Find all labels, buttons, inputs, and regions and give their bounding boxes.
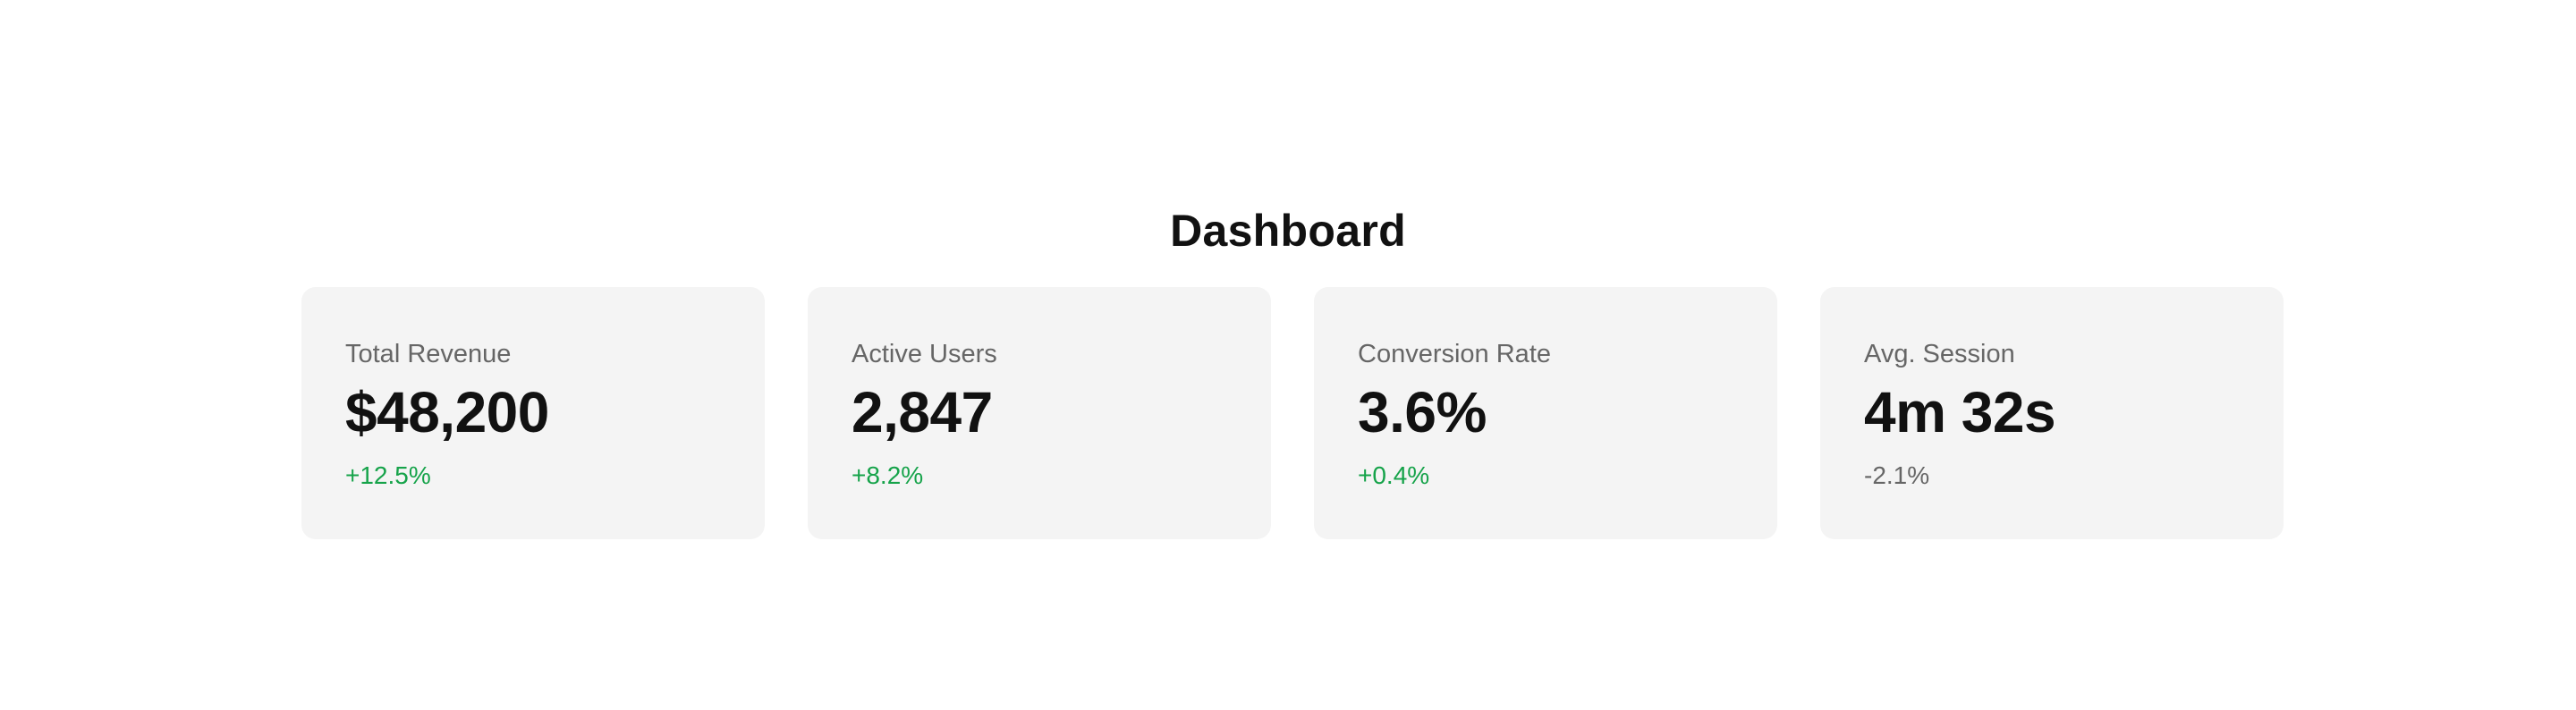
stat-card-label: Active Users: [852, 340, 997, 368]
stat-card-value: $48,200: [345, 380, 549, 444]
stat-card-label: Conversion Rate: [1358, 340, 1551, 368]
stat-card-value: 3.6%: [1358, 380, 1487, 444]
stat-card-value: 4m 32s: [1864, 380, 2056, 444]
stat-card-conversion-rate: Conversion Rate 3.6% +0.4%: [1314, 287, 1777, 539]
stat-card-change: +8.2%: [852, 461, 924, 489]
stat-card-label: Avg. Session: [1864, 340, 2015, 368]
stat-card-active-users: Active Users 2,847 +8.2%: [808, 287, 1271, 539]
page-title: Dashboard: [1170, 205, 1406, 256]
stat-card-value: 2,847: [852, 380, 993, 444]
stat-card-change: +0.4%: [1358, 461, 1430, 489]
stat-card-total-revenue: Total Revenue $48,200 +12.5%: [301, 287, 765, 539]
stat-card-change: +12.5%: [345, 461, 431, 489]
stat-card-label: Total Revenue: [345, 340, 512, 368]
stat-card-change: -2.1%: [1864, 461, 1930, 489]
stat-card-avg-session: Avg. Session 4m 32s -2.1%: [1820, 287, 2284, 539]
stat-cards: Total Revenue $48,200 +12.5% Active User…: [301, 287, 2284, 539]
